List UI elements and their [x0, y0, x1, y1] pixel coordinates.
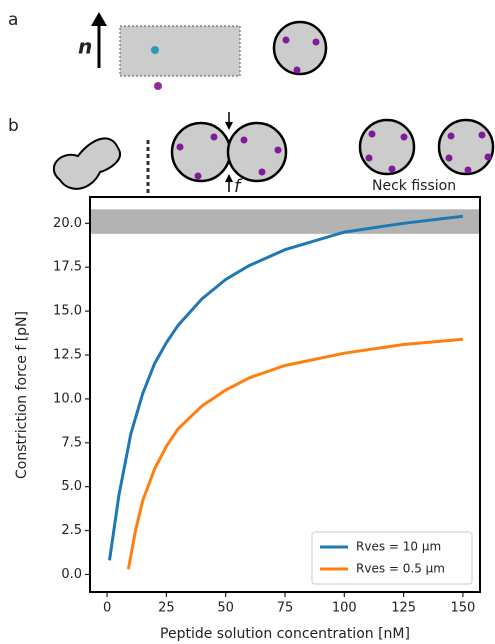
line-series — [108, 214, 464, 561]
legend-box — [311, 531, 473, 585]
annotation: Neck fission — [372, 178, 456, 194]
x-tick-label: 125 — [391, 601, 416, 616]
x-tick-label: 150 — [451, 601, 476, 616]
x-tick-label: 100 — [332, 601, 357, 616]
line-series — [126, 337, 464, 570]
x-tick-label: 25 — [158, 601, 175, 616]
y-tick-label: 10.0 — [53, 391, 82, 406]
x-tick-label: 50 — [217, 601, 234, 616]
x-tick-label: 0 — [103, 601, 111, 616]
illustration-a — [91, 12, 328, 90]
y-tick-label: 12.5 — [53, 348, 82, 363]
plot-frame — [89, 196, 481, 593]
y-tick-label: 0.0 — [61, 567, 82, 582]
illustration-b — [52, 112, 495, 196]
y-tick-label: 5.0 — [61, 479, 82, 494]
y-tick-label: 17.5 — [53, 260, 82, 275]
x-tick-label: 75 — [277, 601, 294, 616]
y-tick-label: 7.5 — [61, 435, 82, 450]
annotation: f — [234, 176, 243, 197]
annotation: n — [78, 35, 92, 59]
y-axis-label: Constriction force f [pN] — [14, 311, 30, 479]
y-tick-label: 20.0 — [53, 216, 82, 231]
y-tick-label: 15.0 — [53, 304, 82, 319]
x-axis-label: Peptide solution concentration [nM] — [160, 626, 410, 642]
y-tick-label: 2.5 — [61, 523, 82, 538]
panel-label: a — [8, 10, 18, 30]
legend-label: Rves = 0.5 μm — [356, 562, 445, 576]
legend-label: Rves = 10 μm — [356, 540, 441, 554]
panel-label: b — [8, 116, 19, 136]
